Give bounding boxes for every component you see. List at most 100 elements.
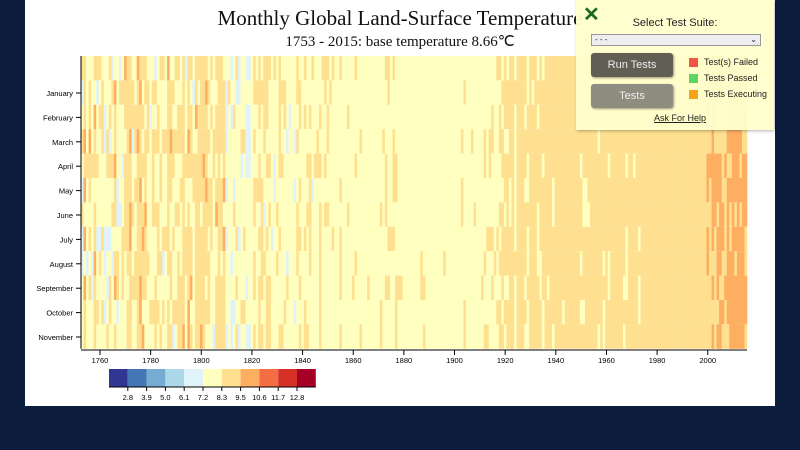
heatmap-cell — [465, 324, 469, 349]
heatmap-cell — [612, 129, 616, 154]
heatmap-cell — [531, 153, 535, 178]
run-tests-button[interactable]: Run Tests — [591, 53, 673, 77]
heatmap-cell — [367, 226, 370, 252]
heatmap-cell — [400, 202, 403, 227]
heatmap-cell — [288, 80, 292, 105]
heatmap-cell — [346, 178, 350, 203]
heatmap-cell — [430, 56, 434, 81]
heatmap-cell — [678, 178, 682, 203]
heatmap-cell — [681, 202, 684, 227]
heatmap-cell — [334, 251, 338, 276]
close-icon[interactable]: ✕ — [583, 4, 600, 26]
heatmap-cell — [194, 226, 198, 252]
heatmap-cell — [564, 275, 568, 300]
heatmap-cell — [443, 153, 446, 178]
heatmap-cell — [134, 251, 138, 276]
heatmap-cell — [260, 80, 264, 105]
heatmap-cell — [149, 251, 153, 276]
heatmap-cell — [516, 324, 520, 349]
heatmap-cell — [549, 178, 553, 203]
heatmap-cell — [519, 251, 522, 276]
heatmap-cell — [709, 153, 712, 178]
heatmap-cell — [519, 80, 522, 105]
heatmap-cell — [174, 324, 178, 349]
heatmap-cell — [197, 275, 201, 300]
heatmap-cell — [602, 178, 606, 203]
heatmap-cell — [448, 275, 452, 300]
heatmap-cell — [200, 178, 203, 203]
heatmap-cell — [225, 251, 229, 276]
heatmap-cell — [498, 202, 502, 227]
tests-button[interactable]: Tests — [591, 84, 673, 108]
heatmap-cell — [615, 153, 619, 178]
heatmap-cell — [696, 226, 700, 252]
heatmap-cell — [486, 226, 490, 252]
heatmap-cell — [372, 226, 376, 252]
legend-tick-label: 6.1 — [179, 393, 189, 402]
heatmap-cell — [557, 56, 560, 81]
heatmap-cell — [202, 104, 206, 130]
heatmap-cell — [319, 129, 322, 154]
heatmap-cell — [579, 226, 583, 252]
heatmap-cell — [443, 104, 446, 130]
heatmap-cell — [364, 153, 368, 178]
heatmap-cell — [511, 153, 515, 178]
suite-value: - - - — [595, 35, 608, 44]
heatmap-cell — [529, 178, 533, 203]
heatmap-cell — [653, 202, 657, 227]
heatmap-cell — [194, 202, 198, 227]
heatmap-cell — [526, 251, 530, 276]
heatmap-cell — [93, 300, 97, 325]
heatmap-cell — [220, 300, 224, 325]
heatmap-cell — [721, 251, 725, 276]
heatmap-cell — [673, 275, 677, 300]
heatmap-cell — [313, 275, 317, 300]
heatmap-cell — [243, 202, 246, 227]
heatmap-cell — [227, 129, 231, 154]
heatmap-cell — [541, 300, 545, 325]
heatmap-cell — [412, 56, 416, 81]
heatmap-cell — [364, 178, 368, 203]
heatmap-cell — [169, 178, 173, 203]
heatmap-cell — [197, 202, 201, 227]
heatmap-cell — [731, 226, 735, 252]
heatmap-cell — [668, 300, 672, 325]
heatmap-cell — [339, 80, 343, 105]
heatmap-cell — [701, 324, 705, 349]
heatmap-cell — [544, 178, 548, 203]
heatmap-cell — [319, 202, 322, 227]
heatmap-cell — [536, 226, 540, 252]
heatmap-cell — [200, 80, 203, 105]
heatmap-cell — [455, 251, 459, 276]
heatmap-cell — [255, 324, 259, 349]
heatmap-cell — [189, 275, 193, 300]
heatmap-cell — [552, 56, 555, 81]
heatmap-cell — [658, 178, 662, 203]
heatmap-cell — [706, 226, 710, 252]
heatmap-cell — [491, 202, 495, 227]
heatmap-cell — [126, 56, 130, 81]
heatmap-cell — [465, 275, 469, 300]
heatmap-cell — [703, 153, 707, 178]
heatmap-cell — [136, 178, 140, 203]
heatmap-cell — [83, 275, 87, 300]
heatmap-cell — [83, 56, 87, 81]
heatmap-cell — [103, 324, 107, 349]
heatmap-cell — [362, 178, 365, 203]
heatmap-cell — [283, 153, 287, 178]
ask-for-help-link[interactable]: Ask For Help — [654, 113, 707, 123]
heatmap-cell — [450, 300, 454, 325]
heatmap-cell — [179, 202, 183, 227]
heatmap-cell — [129, 80, 132, 105]
heatmap-cell — [369, 226, 373, 252]
heatmap-cell — [389, 153, 393, 178]
heatmap-cell — [281, 300, 284, 325]
suite-select[interactable]: - - - ⌄ — [591, 34, 761, 46]
heatmap-cell — [706, 178, 710, 203]
heatmap-cell — [192, 80, 196, 105]
heatmap-cell — [610, 129, 614, 154]
heatmap-cell — [503, 153, 507, 178]
heatmap-cell — [288, 251, 292, 276]
heatmap-cell — [197, 251, 201, 276]
